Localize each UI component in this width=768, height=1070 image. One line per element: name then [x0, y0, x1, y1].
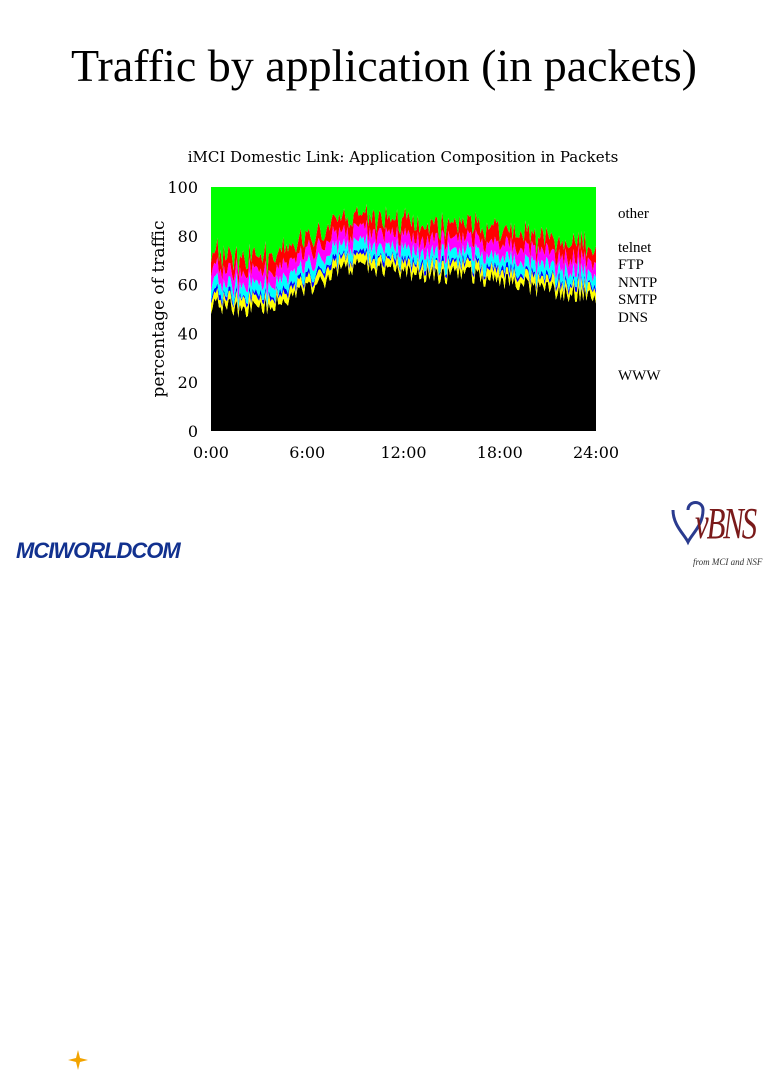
- y-tick-label: 80: [178, 227, 198, 246]
- mci-logo-text: MCIWORLDCOM: [16, 538, 181, 563]
- x-tick-label: 0:00: [193, 443, 229, 462]
- chart: iMCI Domestic Link: Application Composit…: [149, 148, 661, 462]
- slide-title: Traffic by application (in packets): [71, 40, 697, 91]
- y-tick-label: 0: [188, 422, 198, 441]
- x-tick-label: 18:00: [477, 443, 523, 462]
- y-axis-ticks: 0 20 40 60 80 100: [167, 178, 198, 441]
- area-smtp: [211, 246, 596, 311]
- area-ftp: [211, 219, 596, 302]
- x-tick-label: 12:00: [380, 443, 426, 462]
- legend-smtp: SMTP: [618, 292, 657, 308]
- y-tick-label: 40: [178, 324, 198, 343]
- legend-www: WWW: [618, 368, 661, 384]
- vbns-logo-subtext: from MCI and NSF: [693, 557, 763, 567]
- area-telnet: [211, 203, 596, 288]
- legend-ftp: FTP: [618, 257, 644, 273]
- vbns-heart-icon: [671, 501, 705, 546]
- chart-title: iMCI Domestic Link: Application Composit…: [188, 148, 619, 166]
- y-axis-label: percentage of traffic: [149, 221, 169, 398]
- vbns-logo-text: vBNS: [695, 499, 757, 548]
- vbns-logo: [670, 490, 760, 570]
- area-nntp: [211, 233, 596, 310]
- y-tick-label: 20: [178, 373, 198, 392]
- x-tick-label: 24:00: [573, 443, 619, 462]
- legend-dns: DNS: [618, 310, 648, 326]
- legend-other: other: [618, 206, 649, 222]
- legend-telnet: telnet: [618, 240, 652, 256]
- plot-area: [211, 187, 596, 431]
- star-icon: [68, 1050, 88, 1070]
- x-tick-label: 6:00: [289, 443, 325, 462]
- area-www: [211, 257, 596, 431]
- area-dns: [211, 250, 596, 318]
- x-axis-ticks: 0:00 6:00 12:00 18:00 24:00: [193, 443, 619, 462]
- legend-nntp: NNTP: [618, 275, 657, 291]
- y-tick-label: 60: [178, 276, 198, 295]
- area-other: [211, 187, 596, 278]
- y-tick-label: 100: [167, 178, 198, 197]
